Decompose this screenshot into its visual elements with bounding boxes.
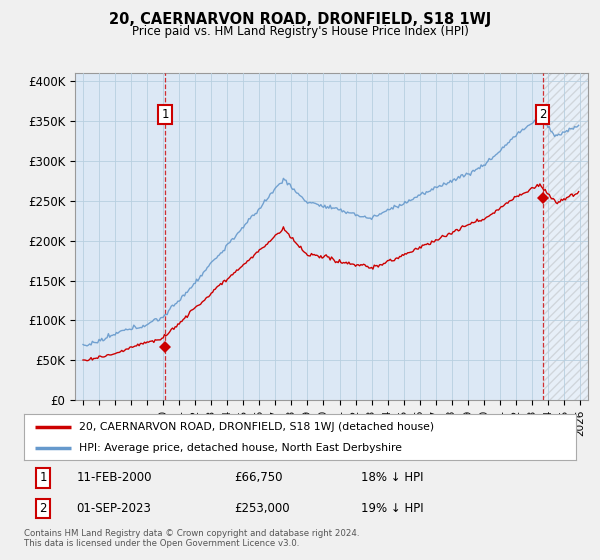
Text: £66,750: £66,750	[234, 472, 282, 484]
Text: 2: 2	[539, 108, 547, 121]
Text: 19% ↓ HPI: 19% ↓ HPI	[361, 502, 424, 515]
Text: HPI: Average price, detached house, North East Derbyshire: HPI: Average price, detached house, Nort…	[79, 443, 402, 453]
Text: 1: 1	[161, 108, 169, 121]
Text: £253,000: £253,000	[234, 502, 289, 515]
Text: 20, CAERNARVON ROAD, DRONFIELD, S18 1WJ: 20, CAERNARVON ROAD, DRONFIELD, S18 1WJ	[109, 12, 491, 27]
Text: 11-FEB-2000: 11-FEB-2000	[76, 472, 152, 484]
Text: 2: 2	[40, 502, 47, 515]
Text: Contains HM Land Registry data © Crown copyright and database right 2024.
This d: Contains HM Land Registry data © Crown c…	[24, 529, 359, 548]
Text: 1: 1	[40, 472, 47, 484]
Text: 20, CAERNARVON ROAD, DRONFIELD, S18 1WJ (detached house): 20, CAERNARVON ROAD, DRONFIELD, S18 1WJ …	[79, 422, 434, 432]
Text: 18% ↓ HPI: 18% ↓ HPI	[361, 472, 423, 484]
Text: 01-SEP-2023: 01-SEP-2023	[76, 502, 151, 515]
Text: Price paid vs. HM Land Registry's House Price Index (HPI): Price paid vs. HM Land Registry's House …	[131, 25, 469, 38]
